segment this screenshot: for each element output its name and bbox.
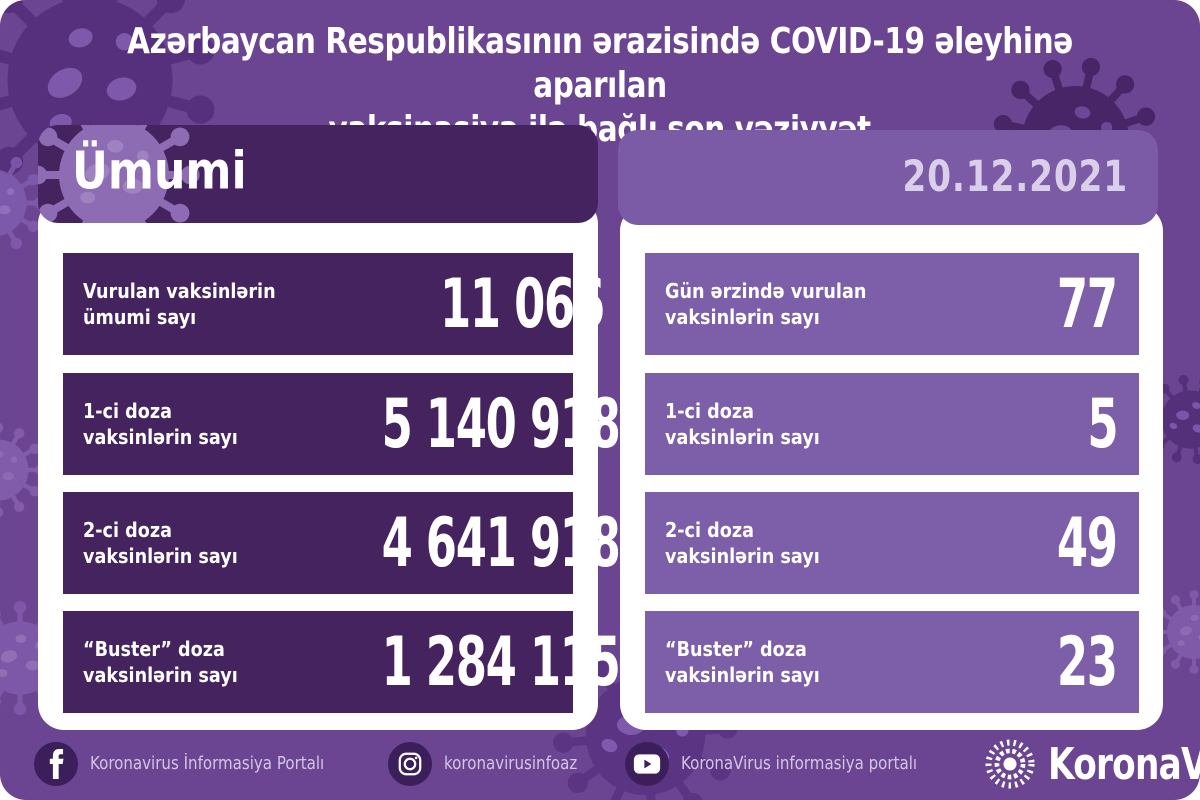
stat-label: 1-ci doza vaksinlərin sayı [665,398,820,449]
stat-value: 49 [1057,503,1118,583]
report-date: 20.12.2021 [902,151,1128,202]
left-panel-title: Ümumi [72,141,247,202]
facebook-item: Koronavirus İnformasiya Portalı [34,742,362,786]
right-panel-header: 20.12.2021 [618,130,1158,225]
brand-name: KoronaVirus [1047,738,1200,790]
stat-value: 77 [1057,264,1118,344]
facebook-icon [34,742,78,786]
facebook-label: Koronavirus İnformasiya Portalı [90,754,325,774]
footer: Koronavirus İnformasiya Portalı koronavi… [0,733,1200,795]
instagram-icon [388,742,433,786]
instagram-label: koronavirusinfoaz [444,754,578,774]
youtube-item: KoronaVirus informasiya portalı [625,742,955,786]
stat-row-booster-total: “Buster” doza vaksinlərin sayı 1 284 115 [63,611,621,713]
stat-label: 2-ci doza vaksinlərin sayı [665,517,820,568]
left-panel-header: Ümumi [38,125,598,223]
stat-row-total-vaccines: Vurulan vaksinlərin ümumi sayı 11 066 95… [63,253,709,355]
stat-value: 5 140 918 [381,384,620,464]
youtube-icon [625,742,670,786]
title-line-1: Azərbaycan Respublikasının ərazisində CO… [127,21,1073,106]
stat-row-booster-daily: “Buster” doza vaksinlərin sayı 23 [645,611,1139,713]
brand-logo: KoronaVirus info [982,736,1200,792]
instagram-item: koronavirusinfoaz [388,742,599,786]
stat-row-dose1-daily: 1-ci doza vaksinlərin sayı 5 [645,373,1139,475]
stat-label: “Buster” doza vaksinlərin sayı [665,636,820,687]
stat-value: 4 641 918 [381,503,620,583]
stat-label: “Buster” doza vaksinlərin sayı [83,636,238,687]
stat-value: 1 284 115 [381,622,620,702]
daily-panel: Gün ərzində vurulan vaksinlərin sayı 77 … [620,205,1163,730]
stat-value: 23 [1057,622,1118,702]
stat-row-dose2-total: 2-ci doza vaksinlərin sayı 4 641 918 [63,492,621,594]
stat-value: 5 [1087,384,1118,464]
stat-row-daily-vaccines: Gün ərzində vurulan vaksinlərin sayı 77 [645,253,1139,355]
stat-row-dose2-daily: 2-ci doza vaksinlərin sayı 49 [645,492,1139,594]
stat-label: Vurulan vaksinlərin ümumi sayı [83,278,276,329]
stat-row-dose1-total: 1-ci doza vaksinlərin sayı 5 140 918 [63,373,621,475]
stat-label: 1-ci doza vaksinlərin sayı [83,398,238,449]
stat-label: Gün ərzində vurulan vaksinlərin sayı [665,278,867,329]
stat-label: 2-ci doza vaksinlərin sayı [83,517,238,568]
youtube-label: KoronaVirus informasiya portalı [681,754,918,774]
virus-logo-icon [985,739,1035,789]
totals-panel: Vurulan vaksinlərin ümumi sayı 11 066 95… [38,198,709,730]
